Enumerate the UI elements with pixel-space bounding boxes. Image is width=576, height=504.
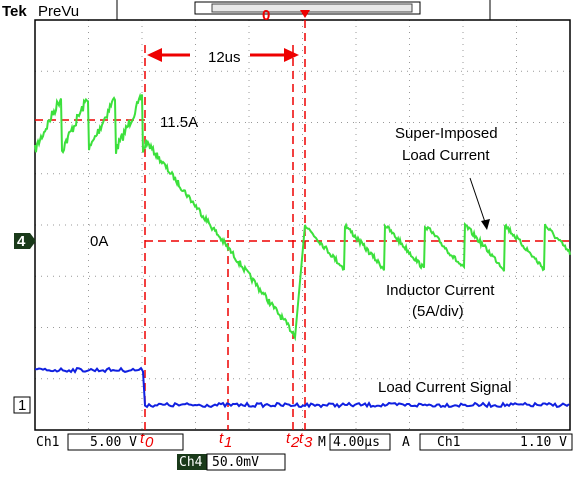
record-window xyxy=(212,4,412,12)
status: 1.10 V xyxy=(520,435,567,450)
status: 5.00 V xyxy=(90,435,137,450)
ch4-label: 4 xyxy=(17,233,26,250)
status: M xyxy=(318,435,326,450)
time-subscript: 1 xyxy=(224,434,232,451)
status: A xyxy=(402,435,410,450)
status: Ch4 xyxy=(179,455,203,470)
peak-label: 11.5A xyxy=(160,114,198,131)
scope-screen: Tek PreVu 0 12us 11.5A 0A Super-Imposed … xyxy=(0,0,576,499)
interval-label: 12us xyxy=(208,49,241,66)
status: 50.0mV xyxy=(212,455,259,470)
trigger-pos: 0 xyxy=(262,7,270,24)
mode: PreVu xyxy=(38,3,79,20)
status: Ch1 xyxy=(36,435,59,450)
zero-label: 0A xyxy=(90,233,108,250)
annotation: Load Current xyxy=(402,147,490,164)
time-subscript: 0 xyxy=(145,434,154,451)
status: Ch1 xyxy=(437,435,460,450)
annotation: Super-Imposed xyxy=(395,125,498,142)
ch1-label: 1 xyxy=(18,397,26,414)
annotation: (5A/div) xyxy=(412,303,464,320)
annotation: Inductor Current xyxy=(386,282,495,299)
brand: Tek xyxy=(2,3,27,20)
annotation: Load Current Signal xyxy=(378,379,511,396)
status: 4.00µs xyxy=(333,435,380,450)
time-subscript: 3 xyxy=(304,434,313,451)
